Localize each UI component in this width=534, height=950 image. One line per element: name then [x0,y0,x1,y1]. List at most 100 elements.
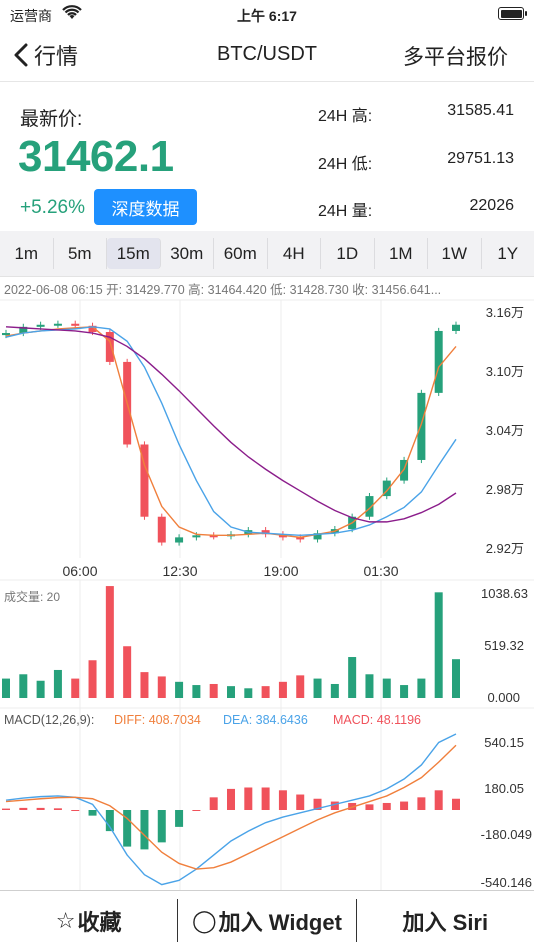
macd-bar [330,801,339,810]
macd-axis: 540.15 180.05 -180.049 -540.146 [481,735,532,890]
volume-tick: 0.000 [487,690,520,705]
y-tick: 3.16万 [486,305,524,320]
time-axis: 06:00 12:30 19:00 01:30 [62,563,398,579]
volume-bar [452,659,460,698]
candle-body [365,496,374,517]
ma-line [5,326,457,539]
candle-body [261,530,270,535]
macd-bar [365,804,374,810]
tab-1d[interactable]: 1D [321,238,375,269]
macd-bar [123,810,132,847]
high-24h-value: 31585.41 [447,102,514,119]
volume-bar [192,685,201,698]
latest-price-label: 最新价: [20,109,83,130]
macd-line [5,733,457,886]
volume-bar [227,686,235,698]
volume-bar [123,646,132,698]
interval-tabs: 1m 5m 15m 30m 60m 4H 1D 1M 1W 1Y [0,231,534,277]
volume-bar [19,674,28,698]
volume-bar [2,678,10,698]
tab-30m[interactable]: 30m [161,238,214,269]
macd-bar [296,794,305,810]
star-icon: ☆ [55,907,76,933]
chart-area[interactable]: 2022-06-08 06:15 开: 31429.770 高: 31464.4… [0,278,534,890]
candle-body [157,516,166,543]
volume-bar [175,681,184,698]
volume-bar [382,678,391,698]
tab-1w[interactable]: 1W [428,238,482,269]
macd-lines [5,733,457,886]
tab-4h[interactable]: 4H [268,238,321,269]
candle-body [19,326,28,334]
macd-bar [19,807,28,810]
low-24h-label: 24H 低: [318,156,373,173]
macd-bar [192,810,201,811]
macd-bar [452,798,460,810]
macd-bar [105,810,114,832]
volume-bar [244,688,253,698]
tab-1y[interactable]: 1Y [497,243,519,263]
volume-tick: 1038.63 [481,586,528,601]
x-tick: 12:30 [162,563,197,579]
multi-platform-quote-button[interactable]: 多平台报价 [403,46,508,69]
volume-bar [348,657,357,698]
volume-bar [296,675,305,698]
volume-bar [88,660,97,698]
macd-bar [417,797,426,810]
macd-bar [313,798,322,810]
macd-tick: -540.146 [481,875,532,890]
depth-data-button[interactable]: 深度数据 [94,189,197,225]
tab-1m[interactable]: 1m [0,238,54,269]
tab-5m[interactable]: 5m [54,238,107,269]
macd-diff: DIFF: 408.7034 [114,713,201,727]
back-label: 行情 [34,44,79,69]
ma-line [5,326,457,523]
volume-bar [278,681,287,698]
macd-bar [382,802,391,810]
macd-bar [140,810,149,850]
volume-bar [330,683,339,698]
macd-bar [71,810,80,811]
add-widget-button[interactable]: ◯ 加入 Widget [178,899,357,942]
candlestick-series [2,320,460,546]
tab-1month[interactable]: 1M [375,238,428,269]
favorite-button[interactable]: ☆ 收藏 [0,899,179,942]
circle-icon: ◯ [192,907,217,933]
volume-tick: 519.32 [484,638,524,653]
candle-body [452,324,460,331]
bottom-action-bar: ☆ 收藏 ◯ 加入 Widget 加入 Siri [0,890,534,950]
candle-body [140,444,149,517]
add-siri-button[interactable]: 加入 Siri [357,899,534,942]
candle-body [71,323,80,326]
macd-bar [53,808,62,810]
kline-chart[interactable]: 2022-06-08 06:15 开: 31429.770 高: 31464.4… [0,278,534,890]
tab-60m[interactable]: 60m [214,238,268,269]
volume-bar [209,683,218,698]
volume-bar [400,685,409,698]
volume-24h-value: 22026 [469,197,515,214]
ma-line [5,326,457,536]
price-change: +5.26% [20,197,85,218]
macd-tick: 180.05 [484,781,524,796]
carrier-label: 运营商 [10,8,52,24]
macd-bar [88,810,97,816]
candle-body [382,480,391,497]
back-button[interactable]: 行情 [14,40,78,70]
status-time: 上午 6:17 [237,8,297,24]
favorite-label: 收藏 [77,909,122,935]
macd-tick: -180.049 [481,827,532,842]
macd-bar [175,810,184,827]
volume-bar [53,669,62,698]
tab-15m[interactable]: 15m [107,238,161,269]
add-siri-label: 加入 Siri [402,909,489,935]
macd-bar [244,787,253,810]
price-axis: 3.16万 3.10万 3.04万 2.98万 2.92万 [486,305,524,556]
y-tick: 2.98万 [486,482,524,497]
volume-label: 成交量: 20 [4,589,60,604]
candle-body [434,330,443,393]
volume-bar [157,676,166,698]
macd-bar [400,801,409,810]
volume-bar [36,680,45,698]
volume-bar [434,592,443,698]
volume-axis: 1038.63 519.32 0.000 [481,586,528,705]
